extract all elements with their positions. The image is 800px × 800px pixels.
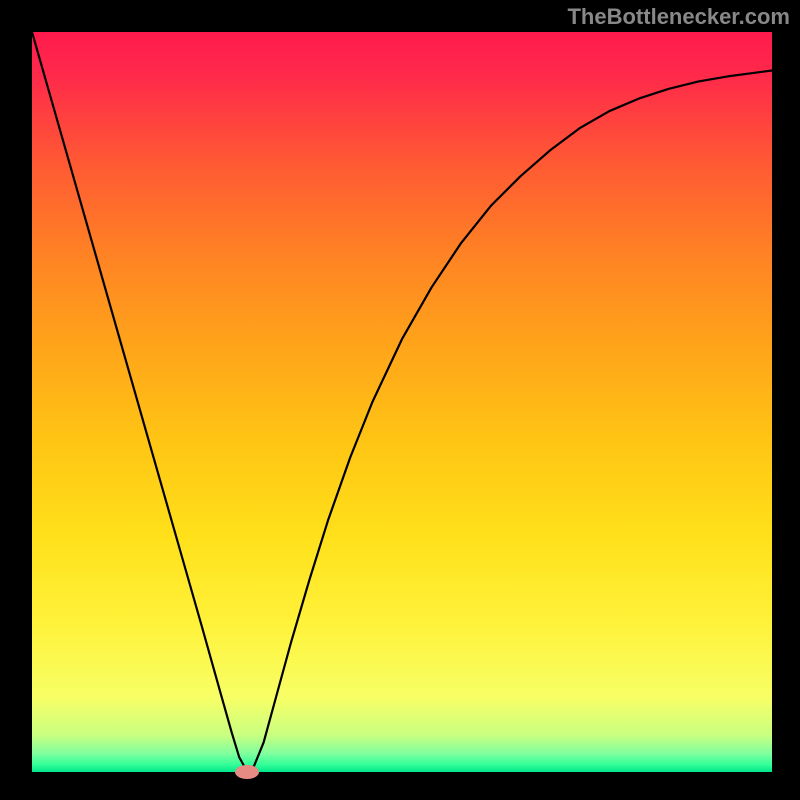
curve-line xyxy=(32,32,772,772)
watermark-text: TheBottlenecker.com xyxy=(567,4,790,30)
plot-area xyxy=(32,32,772,772)
min-point-marker xyxy=(235,765,259,779)
chart-container: TheBottlenecker.com xyxy=(0,0,800,800)
